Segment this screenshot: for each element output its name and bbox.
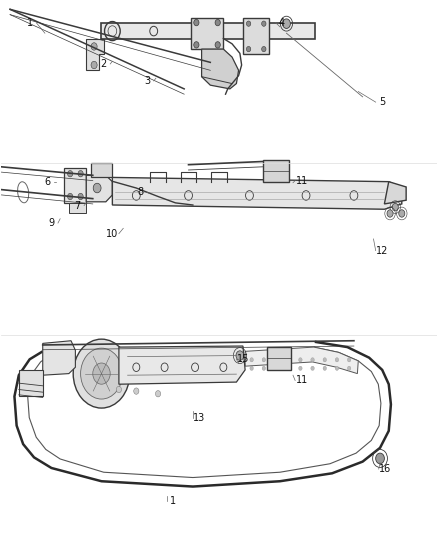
Polygon shape xyxy=(102,22,315,38)
Circle shape xyxy=(67,171,73,177)
Polygon shape xyxy=(201,49,239,89)
Polygon shape xyxy=(113,177,402,209)
Circle shape xyxy=(376,453,385,464)
Text: 15: 15 xyxy=(237,354,249,364)
Polygon shape xyxy=(385,182,406,204)
Circle shape xyxy=(299,366,302,370)
Circle shape xyxy=(286,358,290,362)
Text: 4: 4 xyxy=(279,18,285,28)
Text: 11: 11 xyxy=(296,375,308,385)
Circle shape xyxy=(93,183,101,193)
Text: 16: 16 xyxy=(379,464,392,474)
Circle shape xyxy=(387,210,393,217)
Polygon shape xyxy=(86,38,104,70)
Circle shape xyxy=(335,366,339,370)
Circle shape xyxy=(236,351,244,360)
Text: 2: 2 xyxy=(101,59,107,69)
Circle shape xyxy=(392,204,398,211)
Circle shape xyxy=(335,358,339,362)
Polygon shape xyxy=(119,346,245,384)
Circle shape xyxy=(91,61,97,69)
Circle shape xyxy=(262,358,265,362)
Text: 3: 3 xyxy=(144,76,150,86)
Polygon shape xyxy=(91,163,113,177)
Circle shape xyxy=(194,42,199,48)
Circle shape xyxy=(247,46,251,52)
Polygon shape xyxy=(262,160,289,182)
Circle shape xyxy=(261,46,266,52)
Text: 1: 1 xyxy=(170,496,177,506)
Circle shape xyxy=(67,193,73,200)
Circle shape xyxy=(116,386,121,393)
Circle shape xyxy=(81,348,122,399)
Text: 10: 10 xyxy=(106,229,119,239)
Text: 1: 1 xyxy=(27,18,33,28)
Polygon shape xyxy=(69,203,86,214)
Circle shape xyxy=(262,366,265,370)
Polygon shape xyxy=(243,18,269,54)
Circle shape xyxy=(93,363,110,384)
Polygon shape xyxy=(19,370,43,397)
Circle shape xyxy=(247,21,251,26)
Polygon shape xyxy=(64,168,86,203)
Circle shape xyxy=(299,358,302,362)
Polygon shape xyxy=(245,347,358,374)
Circle shape xyxy=(274,366,278,370)
Circle shape xyxy=(250,366,253,370)
Text: 11: 11 xyxy=(296,175,308,185)
Circle shape xyxy=(250,358,253,362)
Circle shape xyxy=(261,21,266,26)
Text: 6: 6 xyxy=(44,176,50,187)
Circle shape xyxy=(347,358,351,362)
Circle shape xyxy=(194,19,199,26)
Circle shape xyxy=(311,358,314,362)
Circle shape xyxy=(73,339,130,408)
Text: 9: 9 xyxy=(48,218,54,228)
Circle shape xyxy=(323,358,326,362)
Circle shape xyxy=(155,391,161,397)
Circle shape xyxy=(78,193,83,200)
Circle shape xyxy=(286,366,290,370)
Circle shape xyxy=(311,366,314,370)
Text: 7: 7 xyxy=(74,200,81,211)
Circle shape xyxy=(399,210,405,217)
Polygon shape xyxy=(191,18,223,49)
Circle shape xyxy=(215,42,220,48)
Circle shape xyxy=(274,358,278,362)
Text: 12: 12 xyxy=(376,246,389,256)
Polygon shape xyxy=(43,341,75,375)
Circle shape xyxy=(134,388,139,394)
Text: 13: 13 xyxy=(193,413,205,423)
Circle shape xyxy=(91,43,97,50)
Polygon shape xyxy=(86,175,113,202)
Circle shape xyxy=(215,19,220,26)
Polygon shape xyxy=(267,347,291,370)
Circle shape xyxy=(78,171,83,177)
Circle shape xyxy=(283,19,290,28)
Text: 8: 8 xyxy=(138,187,144,197)
Text: 5: 5 xyxy=(379,97,385,107)
Circle shape xyxy=(347,366,351,370)
Circle shape xyxy=(323,366,326,370)
